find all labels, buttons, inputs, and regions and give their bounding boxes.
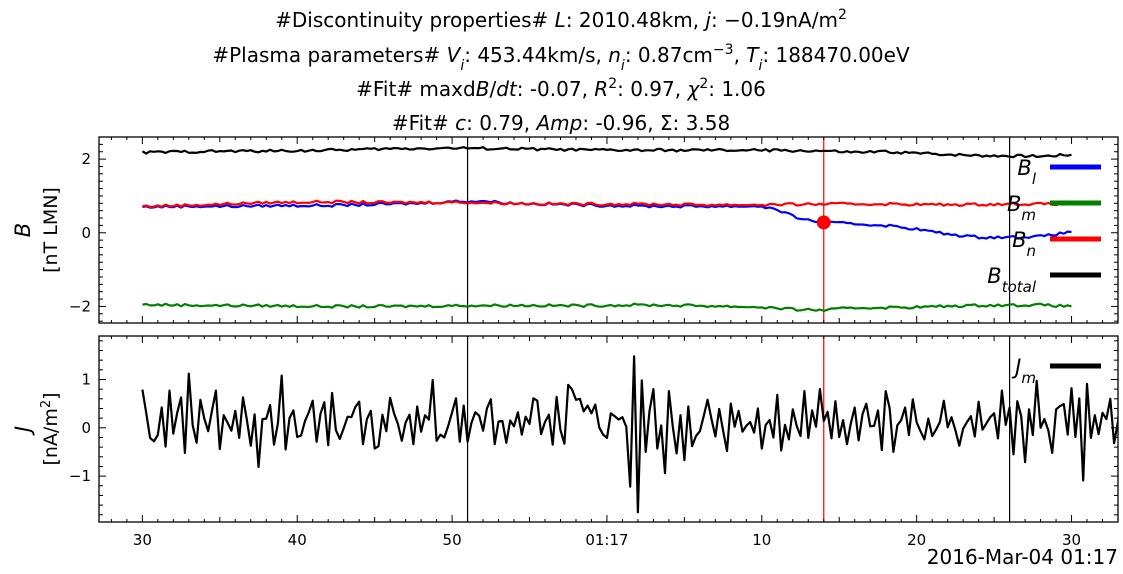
title-line-4: #Fit# c: 0.79, Amp: -0.96, Σ: 3.58 xyxy=(392,111,730,135)
x-tick-label: 20 xyxy=(907,531,926,549)
x-tick-label: 10 xyxy=(752,531,771,549)
panel-current-density-yunit: [nA/m2] xyxy=(39,392,63,465)
y-tick-label: 2 xyxy=(81,150,91,168)
title-line-3: #Fit# maxdB/dt: -0.07, R2: 0.97, χ2: 1.0… xyxy=(356,76,766,101)
panel-magnetic-field-ylabel: B xyxy=(11,223,35,237)
legend-label-Bn: Bn xyxy=(1012,228,1036,260)
panel-current-density-axes: −1 0 1 30 40 50 01:17 10 20 30 xyxy=(69,335,1119,549)
x-tick-label: 30 xyxy=(133,531,152,549)
series-Bn-line xyxy=(142,199,1072,208)
panel-current-density-vertical-lines xyxy=(466,336,1011,522)
title-line-2: #Plasma parameters# Vi: 453.44km/s, ni: … xyxy=(212,42,910,74)
legend-label-Btotal: Btotal xyxy=(987,264,1037,296)
series-Bl-line xyxy=(142,199,1072,240)
y-tick-label: 1 xyxy=(81,370,91,388)
y-tick-label: −1 xyxy=(69,467,91,485)
title-line-1: #Discontinuity properties# L: 2010.48km,… xyxy=(275,7,847,32)
panel-magnetic-field-legend: Bl Bm Bn Btotal xyxy=(987,156,1101,296)
y-tick-label: −2 xyxy=(69,297,91,315)
panel-magnetic-field-yunit: [nT LMN] xyxy=(40,187,62,273)
panel-current-density-ylabel: J xyxy=(11,426,35,436)
panel-magnetic-field-event-marker xyxy=(816,215,831,230)
x-axis-datetime-label: 2016-Mar-04 01:17 xyxy=(927,545,1118,569)
panel-magnetic-field-series xyxy=(141,146,1072,312)
x-tick-label: 30 xyxy=(1062,531,1081,549)
x-tick-label: 50 xyxy=(443,531,462,549)
figure-title: #Discontinuity properties# L: 2010.48km,… xyxy=(212,7,910,135)
series-Jm-line xyxy=(141,355,1118,514)
series-Bm-line xyxy=(142,302,1072,312)
y-tick-label: 0 xyxy=(81,224,91,242)
legend-label-Jm: Jm xyxy=(1011,355,1036,387)
panel-current-density-legend: Jm xyxy=(1011,355,1101,387)
y-tick-label: 0 xyxy=(81,419,91,437)
panel-magnetic-field: Bl Bm Bn Btotal −2 0 2 B [nT LMN] xyxy=(11,136,1119,324)
panel-magnetic-field-vertical-lines xyxy=(466,137,1011,323)
event-point-marker xyxy=(816,215,831,230)
legend-label-Bl: Bl xyxy=(1017,156,1036,188)
legend-label-Bm: Bm xyxy=(1007,192,1036,224)
series-Btotal-line xyxy=(141,146,1072,159)
panel-current-density: Jm −1 0 1 30 40 50 01:17 10 20 30 J [nA/m2] xyxy=(11,335,1119,549)
axes-frame xyxy=(98,335,1119,523)
panel-current-density-series xyxy=(141,355,1118,514)
panel-magnetic-field-axes: −2 0 2 xyxy=(69,136,1119,324)
axes-frame xyxy=(98,136,1119,324)
x-tick-label: 40 xyxy=(288,531,307,549)
x-tick-label: 01:17 xyxy=(585,531,628,549)
